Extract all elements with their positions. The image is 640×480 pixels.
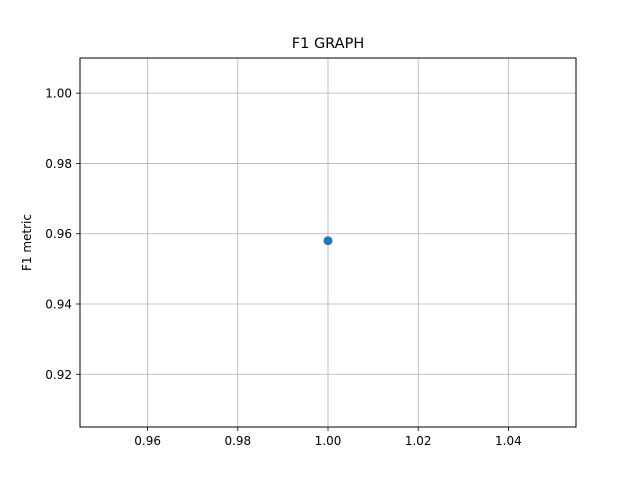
data-point: [323, 236, 333, 246]
x-tick-label: 0.98: [224, 434, 251, 448]
x-tick-label: 0.96: [134, 434, 161, 448]
y-axis-label: F1 metric: [20, 214, 34, 271]
x-tick-label: 1.02: [405, 434, 432, 448]
chart-title: F1 GRAPH: [292, 36, 364, 52]
y-tick-label: 1.00: [45, 87, 72, 101]
x-tick-label: 1.04: [495, 434, 522, 448]
grid-lines: [80, 58, 576, 427]
x-tick-label: 1.00: [315, 434, 342, 448]
y-tick-label: 0.94: [45, 298, 72, 312]
y-tick-label: 0.98: [45, 157, 72, 171]
y-tick-label: 0.92: [45, 368, 72, 382]
data-points: [323, 236, 333, 246]
y-tick-label: 0.96: [45, 227, 72, 241]
plot-frame: [79, 57, 577, 428]
axis-ticks: 0.96 0.98 1.00 1.02 1.04 0.92 0.94 0.96 0.98 1.00: [45, 87, 521, 448]
